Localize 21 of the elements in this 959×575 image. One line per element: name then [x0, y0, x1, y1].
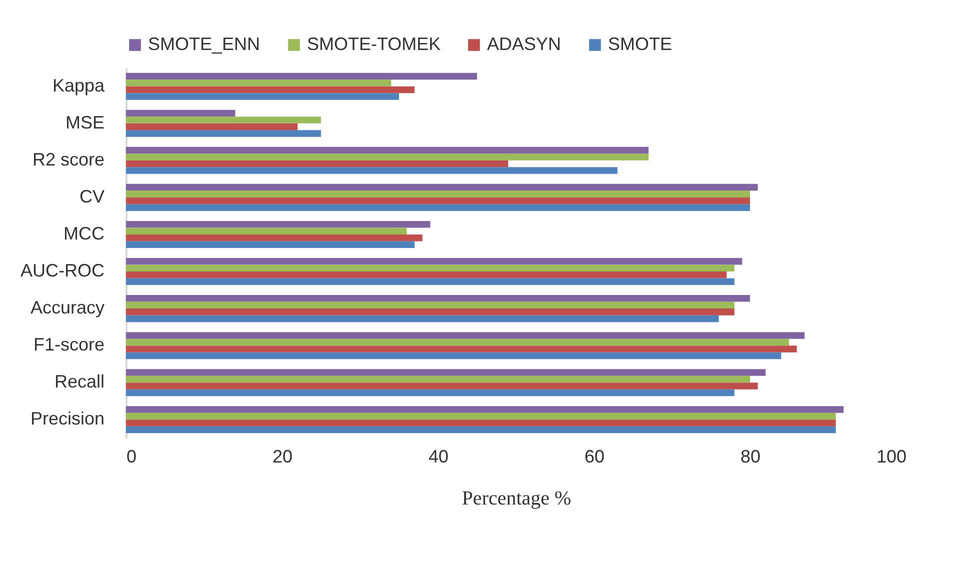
legend-label: ADASYN	[487, 34, 562, 54]
y-tick-label: MSE	[65, 112, 104, 132]
y-tick-label: F1-score	[33, 334, 104, 355]
y-tick-label: R2 score	[32, 149, 104, 170]
y-tick-label: Kappa	[52, 75, 106, 96]
y-tick-label: Precision	[30, 408, 104, 429]
y-tick-label: MCC	[64, 223, 104, 244]
y-tick-label: CV	[79, 186, 104, 206]
x-axis-title: Percentage %	[462, 488, 572, 510]
legend-label: SMOTE_ENN	[148, 34, 260, 54]
x-tick-label: 40	[428, 446, 449, 466]
legend-label: SMOTE-TOMEK	[307, 34, 441, 54]
y-tick-label: Accuracy	[30, 298, 104, 318]
legend-label: SMOTE	[608, 34, 672, 54]
x-tick-label: 20	[272, 446, 293, 466]
y-tick-label: Recall	[54, 372, 104, 392]
x-tick-label: 60	[584, 446, 605, 466]
x-tick-label: 0	[126, 446, 137, 466]
x-tick-label: 100	[876, 446, 906, 466]
x-tick-label: 80	[740, 446, 761, 466]
y-tick-label: AUC-ROC	[20, 260, 104, 281]
